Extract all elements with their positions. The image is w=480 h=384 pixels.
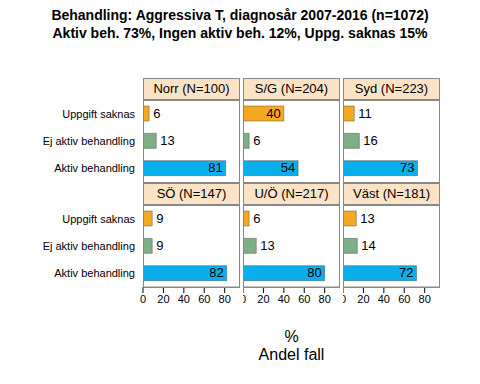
svg-text:Ej aktiv behandling: Ej aktiv behandling xyxy=(43,240,135,252)
svg-text:Aktiv behandling: Aktiv behandling xyxy=(54,267,135,279)
svg-text:13: 13 xyxy=(260,238,274,253)
html-text:Andel fall: Andel fall xyxy=(258,346,325,363)
svg-text:40: 40 xyxy=(178,293,190,305)
svg-text:40: 40 xyxy=(378,293,390,305)
html-text:U/Ö (N=217): U/Ö (N=217) xyxy=(254,186,329,201)
svg-text:40: 40 xyxy=(278,293,290,305)
svg-text:72: 72 xyxy=(399,265,413,280)
svg-text:40: 40 xyxy=(266,106,280,121)
svg-text:80: 80 xyxy=(219,293,231,305)
svg-text:54: 54 xyxy=(281,160,295,175)
svg-text:11: 11 xyxy=(358,106,372,121)
svg-text:6: 6 xyxy=(253,133,260,148)
svg-text:80: 80 xyxy=(319,293,331,305)
svg-text:Aktiv behandling: Aktiv behandling xyxy=(54,162,135,174)
svg-text:13: 13 xyxy=(360,211,374,226)
svg-text:6: 6 xyxy=(153,106,160,121)
html-text:Behandling: Aggressiva T, diag: Behandling: Aggressiva T, diagnosår 2007… xyxy=(51,7,429,23)
svg-text:9: 9 xyxy=(156,238,163,253)
svg-text:9: 9 xyxy=(156,211,163,226)
svg-text:20: 20 xyxy=(257,293,269,305)
html-text:Väst (N=181): Väst (N=181) xyxy=(353,186,430,201)
svg-text:Ej aktiv behandling: Ej aktiv behandling xyxy=(43,135,135,147)
svg-text:16: 16 xyxy=(363,133,377,148)
svg-text:13: 13 xyxy=(160,133,174,148)
svg-text:80: 80 xyxy=(419,293,431,305)
html-text:Syd (N=223): Syd (N=223) xyxy=(354,81,429,96)
svg-text:6: 6 xyxy=(253,211,260,226)
svg-text:14: 14 xyxy=(361,238,375,253)
html-text:Aktiv beh. 73%, Ingen aktiv be: Aktiv beh. 73%, Ingen aktiv beh. 12%, Up… xyxy=(52,25,428,41)
svg-text:Uppgift saknas: Uppgift saknas xyxy=(62,213,135,225)
svg-text:20: 20 xyxy=(157,293,169,305)
svg-text:0: 0 xyxy=(243,293,246,305)
svg-text:73: 73 xyxy=(400,160,414,175)
svg-text:0: 0 xyxy=(343,293,346,305)
svg-text:81: 81 xyxy=(208,160,222,175)
svg-text:20: 20 xyxy=(357,293,369,305)
svg-text:Uppgift saknas: Uppgift saknas xyxy=(62,108,135,120)
html-text:SÖ (N=147): SÖ (N=147) xyxy=(156,186,227,201)
html-text:S/G (N=204): S/G (N=204) xyxy=(254,81,329,96)
svg-text:0: 0 xyxy=(140,293,146,305)
html-text:Norr (N=100): Norr (N=100) xyxy=(153,81,230,96)
svg-text:60: 60 xyxy=(298,293,310,305)
svg-text:60: 60 xyxy=(198,293,210,305)
svg-text:80: 80 xyxy=(307,265,321,280)
svg-text:60: 60 xyxy=(398,293,410,305)
svg-text:82: 82 xyxy=(209,265,223,280)
